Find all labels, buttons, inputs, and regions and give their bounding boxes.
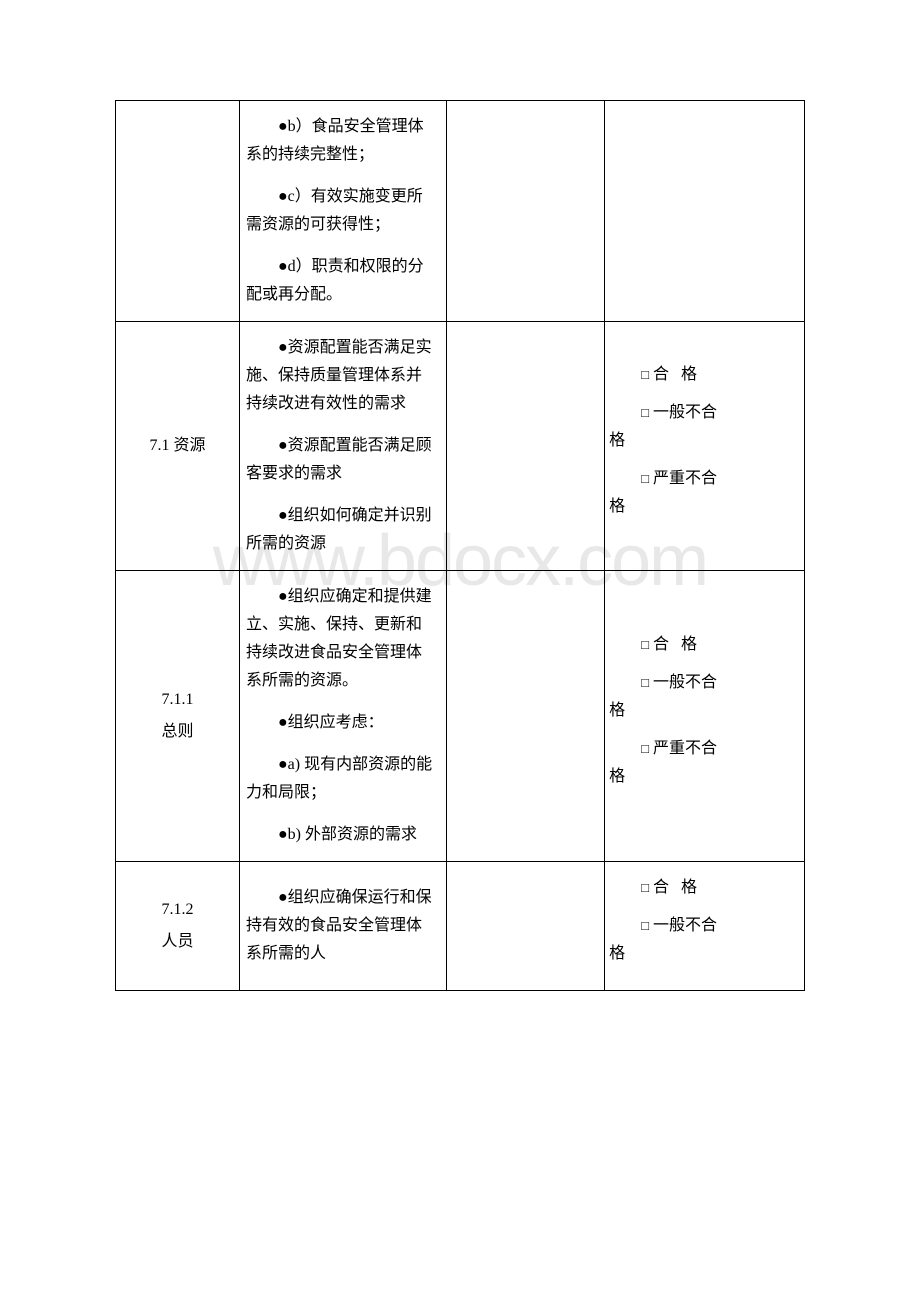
bullet-text: ●b）食品安全管理体系的持续完整性； — [246, 113, 438, 169]
checkbox-option: □ 一般不合格 — [609, 912, 800, 968]
checkbox-option: □ 合 格 — [609, 874, 800, 902]
table-row: 7.1.1 总则 ●组织应确定和提供建立、实施、保持、更新和持续改进食品安全管理… — [116, 571, 805, 862]
clause-number: 7.1.1 — [124, 686, 231, 714]
clause-cell: 7.1.1 总则 — [116, 571, 240, 862]
bullet-text: ●组织应确定和提供建立、实施、保持、更新和持续改进食品安全管理体系所需的资源。 — [246, 583, 438, 695]
bullet-text: ●资源配置能否满足顾客要求的需求 — [246, 432, 438, 488]
result-cell: □ 合 格 □ 一般不合格 □ 严重不合格 — [605, 322, 805, 571]
requirements-cell: ●b）食品安全管理体系的持续完整性； ●c）有效实施变更所需资源的可获得性； ●… — [240, 101, 447, 322]
checkbox-option: □ 一般不合格 — [609, 669, 800, 725]
table-row: 7.1.2 人员 ●组织应确保运行和保持有效的食品安全管理体系所需的人 □ 合 … — [116, 862, 805, 991]
result-cell: □ 合 格 □ 一般不合格 — [605, 862, 805, 991]
table-row: ●b）食品安全管理体系的持续完整性； ●c）有效实施变更所需资源的可获得性； ●… — [116, 101, 805, 322]
audit-table: ●b）食品安全管理体系的持续完整性； ●c）有效实施变更所需资源的可获得性； ●… — [115, 100, 805, 991]
clause-title: 总则 — [124, 718, 231, 746]
notes-cell — [446, 862, 604, 991]
bullet-text: ●组织应确保运行和保持有效的食品安全管理体系所需的人 — [246, 884, 438, 968]
checkbox-option: □ 合 格 — [609, 631, 800, 659]
checkbox-option: □ 严重不合格 — [609, 735, 800, 791]
bullet-text: ●c）有效实施变更所需资源的可获得性； — [246, 183, 438, 239]
clause-title: 人员 — [124, 928, 231, 956]
notes-cell — [446, 322, 604, 571]
bullet-text: ●组织如何确定并识别所需的资源 — [246, 502, 438, 558]
table-row: 7.1 资源 ●资源配置能否满足实施、保持质量管理体系并持续改进有效性的需求 ●… — [116, 322, 805, 571]
result-cell — [605, 101, 805, 322]
checkbox-option: □ 严重不合格 — [609, 465, 800, 521]
notes-cell — [446, 571, 604, 862]
bullet-text: ●资源配置能否满足实施、保持质量管理体系并持续改进有效性的需求 — [246, 334, 438, 418]
checkbox-option: □ 一般不合格 — [609, 399, 800, 455]
requirements-cell: ●组织应确定和提供建立、实施、保持、更新和持续改进食品安全管理体系所需的资源。 … — [240, 571, 447, 862]
clause-number: 7.1.2 — [124, 896, 231, 924]
requirements-cell: ●组织应确保运行和保持有效的食品安全管理体系所需的人 — [240, 862, 447, 991]
result-cell: □ 合 格 □ 一般不合格 □ 严重不合格 — [605, 571, 805, 862]
clause-cell: 7.1 资源 — [116, 322, 240, 571]
bullet-text: ●d）职责和权限的分配或再分配。 — [246, 253, 438, 309]
clause-cell: 7.1.2 人员 — [116, 862, 240, 991]
bullet-text: ●a) 现有内部资源的能力和局限； — [246, 751, 438, 807]
checkbox-option: □ 合 格 — [609, 361, 800, 389]
requirements-cell: ●资源配置能否满足实施、保持质量管理体系并持续改进有效性的需求 ●资源配置能否满… — [240, 322, 447, 571]
bullet-text: ●b) 外部资源的需求 — [246, 821, 438, 849]
bullet-text: ●组织应考虑： — [246, 709, 438, 737]
notes-cell — [446, 101, 604, 322]
clause-cell — [116, 101, 240, 322]
